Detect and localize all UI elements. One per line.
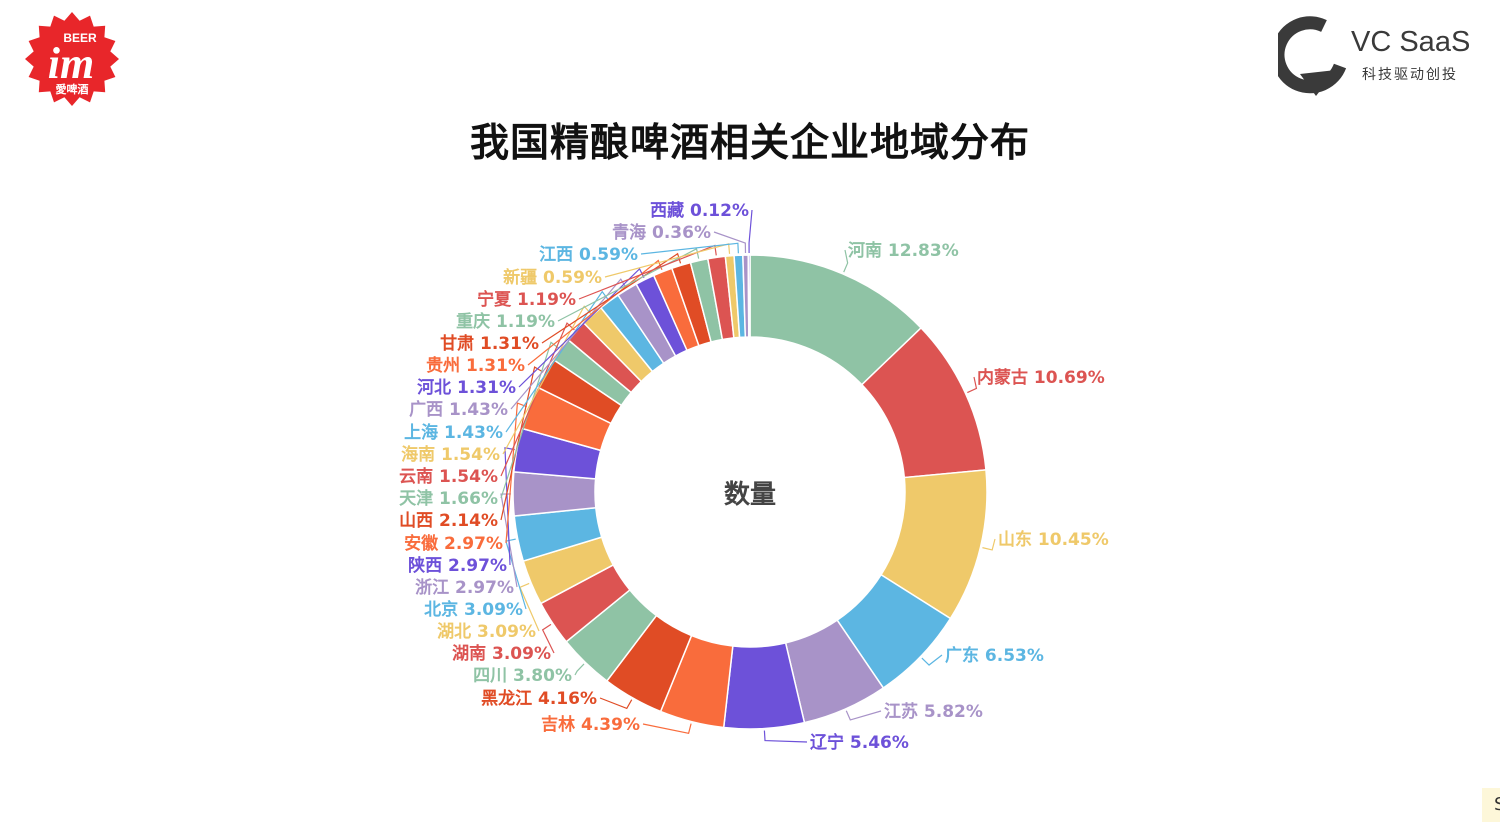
slice-label-浙江: 浙江 2.97% — [415, 577, 514, 598]
logo-brand: im — [48, 39, 94, 88]
center-label: 数量 — [724, 480, 776, 510]
corner-tab: S — [1482, 788, 1500, 822]
slices-layer — [512, 254, 988, 730]
leader-line-辽宁 — [763, 730, 808, 743]
slice-label-辽宁: 辽宁 5.46% — [810, 732, 909, 753]
slice-label-新疆: 新疆 0.59% — [503, 267, 602, 288]
location-pin-icon — [1278, 16, 1347, 96]
slice-label-北京: 北京 3.09% — [424, 599, 523, 620]
leader-line-湖南 — [541, 623, 555, 654]
slice-label-海南: 海南 1.54% — [401, 444, 500, 465]
slice-label-广东: 广东 6.53% — [945, 645, 1044, 666]
slice-西藏[interactable] — [747, 254, 751, 338]
slice-label-黑龙江: 黑龙江 4.16% — [481, 688, 597, 709]
leader-line-江西 — [640, 242, 739, 255]
leader-line-广西 — [510, 278, 627, 410]
slice-label-贵州: 贵州 1.31% — [426, 355, 525, 376]
slice-label-山东: 山东 10.45% — [998, 529, 1109, 550]
beer-logo: BEER im 愛啤酒 — [25, 12, 119, 106]
logo-tag: BEER — [63, 31, 97, 45]
chart-title: 我国精酿啤酒相关企业地域分布 — [469, 121, 1030, 166]
slice-label-湖北: 湖北 3.09% — [437, 622, 536, 642]
leader-line-江苏 — [845, 710, 882, 721]
slice-label-河北: 河北 1.31% — [417, 378, 516, 398]
leader-line-甘肃 — [541, 252, 682, 344]
leader-line-内蒙古 — [967, 376, 978, 394]
slice-label-吉林: 吉林 4.39% — [541, 714, 640, 735]
leader-line-山西 — [500, 366, 544, 521]
logo-cn: 愛啤酒 — [56, 82, 89, 96]
slice-label-广西: 广西 1.43% — [409, 399, 508, 420]
slice-label-重庆: 重庆 1.19% — [456, 311, 555, 332]
brand-slogan: 科技驱动创投 — [1362, 67, 1458, 83]
slice-label-河南: 河南 12.83% — [848, 240, 959, 261]
slice-label-内蒙古: 内蒙古 10.69% — [977, 367, 1105, 388]
slice-label-青海: 青海 0.36% — [612, 222, 711, 243]
badge-icon — [25, 12, 119, 106]
slice-label-安徽: 安徽 2.97% — [404, 533, 503, 554]
leader-line-四川 — [574, 663, 585, 676]
leader-line-黑龙江 — [599, 697, 633, 710]
leader-line-吉林 — [642, 723, 692, 735]
leader-line-浙江 — [500, 493, 518, 588]
vc-saas-logo: VC SaaS 科技驱动创投 — [1278, 16, 1470, 96]
slice-label-四川: 四川 3.80% — [473, 666, 572, 686]
slice-label-陕西: 陕西 2.97% — [408, 555, 507, 576]
slice-label-湖南: 湖南 3.09% — [452, 643, 551, 664]
slice-label-宁夏: 宁夏 1.19% — [477, 289, 576, 310]
leader-line-广东 — [921, 654, 943, 666]
slice-label-甘肃: 甘肃 1.31% — [440, 333, 539, 354]
leader-line-陕西 — [504, 447, 515, 566]
slice-label-天津: 天津 1.66% — [399, 488, 498, 509]
slice-label-山西: 山西 2.14% — [399, 511, 498, 531]
slice-label-江苏: 江苏 5.82% — [884, 701, 983, 722]
leader-line-河南 — [843, 249, 849, 273]
leader-line-天津 — [500, 341, 560, 499]
leader-line-河北 — [518, 267, 645, 388]
brand-name: VC SaaS — [1351, 26, 1470, 58]
leader-line-山东 — [982, 538, 996, 551]
leader-lines-layer — [500, 209, 996, 743]
labels-layer: 河南 12.83% 内蒙古 10.69% 山东 10.45% 广东 6.53% 江苏 5… — [399, 201, 1109, 753]
slice-label-云南: 云南 1.54% — [399, 466, 498, 487]
slice-label-江西: 江西 0.59% — [539, 245, 638, 265]
leader-line-青海 — [713, 231, 747, 254]
slice-label-上海: 上海 1.43% — [404, 422, 503, 443]
leader-line-西藏 — [748, 209, 753, 254]
leader-line-重庆 — [557, 247, 700, 322]
slice-label-西藏: 西藏 0.12% — [650, 201, 749, 221]
